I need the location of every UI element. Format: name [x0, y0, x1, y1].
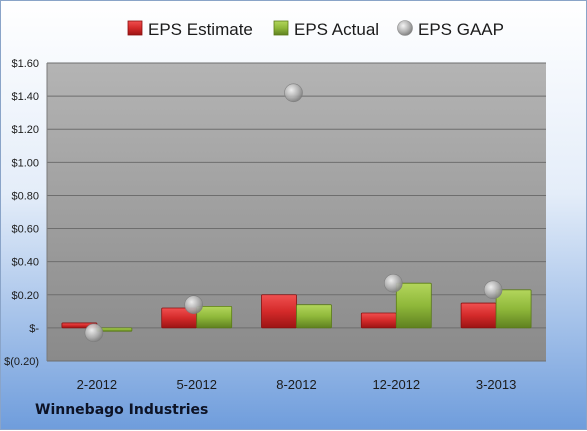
x-category-label: 8-2012	[276, 377, 316, 392]
legend-label-actual: EPS Actual	[294, 20, 379, 39]
actual-bar	[296, 304, 332, 329]
actual-bar	[196, 305, 233, 329]
y-tick-label: $1.60	[11, 58, 39, 70]
gaap-marker	[383, 273, 403, 293]
y-tick-label: $0.20	[11, 290, 39, 302]
y-axis-ticks: $(0.20) $- $0.20 $0.40 $0.60 $0.80 $1.00 $1.20 $…	[4, 58, 39, 368]
y-tick-label: $(0.20)	[4, 356, 39, 368]
gaap-markers	[84, 83, 503, 343]
y-tick-label: $1.20	[11, 124, 39, 136]
y-tick-label: $-	[29, 323, 39, 335]
y-tick-label: $1.00	[11, 157, 39, 169]
estimate-bar	[261, 294, 297, 329]
estimate-bar	[360, 312, 397, 329]
legend-swatch-estimate	[127, 20, 143, 36]
y-tick-label: $0.40	[11, 257, 39, 269]
y-tick-label: $0.80	[11, 190, 39, 202]
x-category-label: 3-2013	[476, 377, 516, 392]
gaap-marker	[483, 280, 503, 300]
legend: EPS Estimate EPS Actual EPS GAAP	[127, 20, 504, 39]
legend-swatch-gaap	[397, 20, 413, 36]
gaap-marker	[84, 323, 104, 343]
x-category-label: 2-2012	[77, 377, 117, 392]
x-axis-categories: 2-2012 5-2012 8-2012 12-2012 3-2013	[77, 377, 517, 392]
legend-label-gaap: EPS GAAP	[418, 20, 504, 39]
gaap-marker	[284, 83, 303, 103]
company-label: Winnebago Industries	[35, 402, 209, 418]
legend-swatch-actual	[273, 20, 289, 36]
estimate-bar	[460, 302, 497, 329]
x-category-label: 12-2012	[372, 377, 420, 392]
bars	[61, 282, 532, 332]
gaap-marker	[184, 295, 203, 315]
actual-bar	[495, 289, 532, 329]
y-tick-label: $0.60	[11, 224, 39, 236]
legend-label-estimate: EPS Estimate	[148, 20, 253, 39]
actual-bar	[395, 282, 432, 329]
y-tick-label: $1.40	[11, 91, 39, 103]
x-category-label: 5-2012	[176, 377, 216, 392]
